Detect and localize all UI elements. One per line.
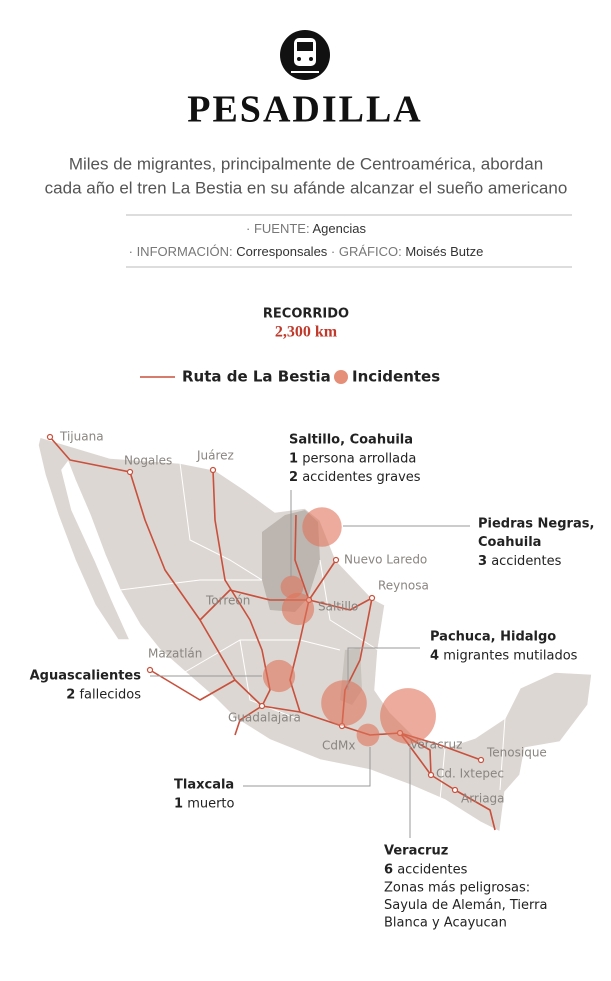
city-label: Nogales (124, 454, 172, 468)
city-dot (209, 466, 217, 474)
incident-place: Aguascalientes (30, 669, 142, 684)
legend-label: Ruta de La Bestia (182, 368, 331, 386)
incident-bubble (321, 680, 367, 726)
incident-count: 1 (174, 796, 183, 811)
city-label: Cd. Ixtepec (436, 767, 504, 781)
credit-value: Corresponsales (236, 244, 328, 259)
train-icon (280, 30, 330, 80)
incident-count: 3 (478, 554, 487, 569)
credit-value: Agencias (312, 221, 366, 236)
credit-label: · FUENTE: (246, 221, 310, 236)
incident-note: Blanca y Acayucan (384, 916, 507, 931)
incident-place: Coahuila (478, 535, 541, 550)
credit: · INFORMACIÓN: Corresponsales · GRÁFICO:… (129, 244, 484, 259)
city-label: Nuevo Laredo (344, 553, 427, 567)
incident-bubble (281, 592, 315, 626)
credit-label: · GRÁFICO: (331, 244, 402, 259)
incident-place: Piedras Negras, (478, 517, 594, 532)
incident-text: accidentes (491, 554, 561, 569)
city-dot (451, 786, 459, 794)
incident-bubble (280, 575, 304, 599)
incident-text: muerto (187, 796, 234, 811)
subtitle: cada año el tren La Bestia en su afánde … (45, 178, 568, 197)
incident-item: 1 muerto (174, 796, 235, 811)
city-dot (477, 756, 485, 764)
incident-note: Sayula de Alemán, Tierra (384, 898, 547, 913)
city-label: Veracruz (410, 738, 462, 752)
incident-note: Zonas más peligrosas: (384, 881, 530, 896)
subtitle: Miles de migrantes, principalmente de Ce… (69, 154, 543, 173)
city-dot (126, 468, 134, 476)
incident-text: migrantes mutilados (443, 648, 577, 663)
credit-value: Moisés Butze (405, 244, 483, 259)
city-dot (332, 556, 340, 564)
legend-label: Incidentes (352, 368, 440, 386)
incident-item: 2 fallecidos (66, 687, 141, 702)
route-label: RECORRIDO (263, 307, 349, 322)
incident-bubble (356, 723, 380, 747)
city-label: CdMx (322, 739, 355, 753)
city-label: Guadalajara (228, 711, 301, 725)
incident-item: 4 migrantes mutilados (430, 648, 578, 663)
incident-count: 2 (66, 687, 75, 702)
city-dot (258, 702, 266, 710)
incident-text: accidentes graves (302, 470, 421, 485)
incident-count: 2 (289, 470, 298, 485)
city-label: Saltillo (318, 600, 358, 614)
incident-count: 4 (430, 648, 439, 663)
city-label: Mazatlán (148, 647, 202, 661)
city-dot (146, 666, 154, 674)
city-dot (427, 771, 435, 779)
incident-place: Saltillo, Coahuila (289, 433, 413, 448)
incident-text: fallecidos (79, 687, 141, 702)
incident-bubble (380, 688, 436, 744)
annotations: Saltillo, Coahuila 1 persona arrollada 2 a… (30, 433, 595, 931)
city-label: Torreón (205, 594, 250, 608)
incident-bubbles (262, 507, 436, 747)
credit: · FUENTE: Agencias (246, 221, 366, 236)
city-label: Reynosa (378, 579, 429, 593)
city-dot (368, 594, 376, 602)
route-distance: 2,300 km (275, 324, 338, 341)
incident-text: accidentes (397, 862, 467, 877)
city-label: Tijuana (59, 430, 104, 444)
incident-text: persona arrollada (302, 451, 416, 466)
leader-lines (150, 490, 470, 838)
incident-count: 6 (384, 862, 393, 877)
incident-item: 2 accidentes graves (289, 470, 421, 485)
incident-item: 1 persona arrollada (289, 451, 416, 466)
city-dot (46, 433, 54, 441)
incident-count: 1 (289, 451, 298, 466)
incident-bubble (262, 659, 296, 693)
title: PESADILLA (187, 89, 423, 131)
city-label: Tenosique (486, 746, 547, 760)
incident-item: 3 accidentes (478, 554, 562, 569)
incident-place: Tlaxcala (174, 778, 234, 793)
credit-label: · INFORMACIÓN: (129, 244, 233, 259)
incident-item: 6 accidentes (384, 862, 468, 877)
legend-dot (334, 370, 348, 384)
incident-place: Pachuca, Hidalgo (430, 630, 556, 645)
incident-bubble (302, 507, 342, 547)
city-label: Arriaga (461, 792, 505, 806)
city-label: Juárez (196, 449, 234, 463)
incident-place: Veracruz (384, 844, 448, 859)
